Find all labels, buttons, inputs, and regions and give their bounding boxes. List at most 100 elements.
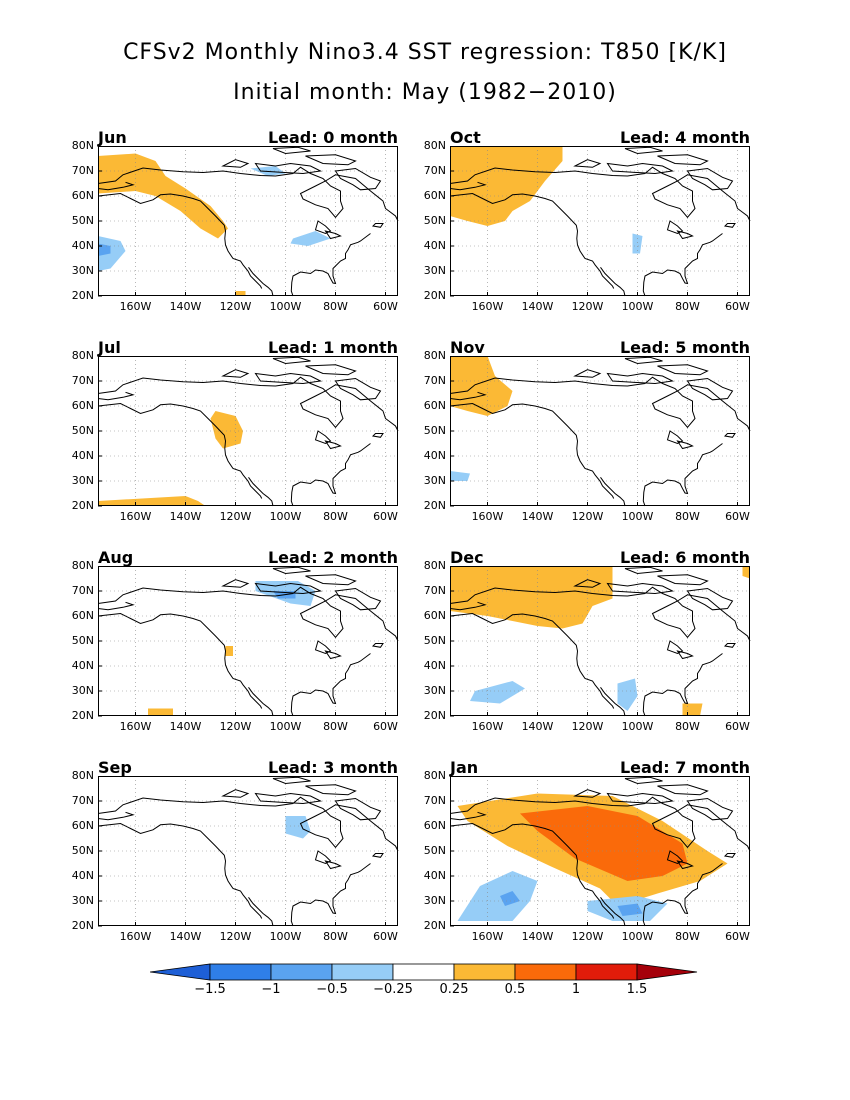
island-outline bbox=[221, 159, 250, 168]
coastline bbox=[600, 267, 626, 297]
lat-tick-label: 50N bbox=[423, 634, 446, 647]
lon-tick-label: 120W bbox=[219, 720, 252, 733]
map-panel-aug: Aug Lead: 2 month 80N 70N 60N 50N 40N 30N 20N 160… bbox=[72, 548, 399, 758]
coastline bbox=[450, 402, 615, 499]
lat-tick-label: 60N bbox=[71, 609, 94, 622]
colorbar-tick-label: 1.5 bbox=[626, 982, 648, 997]
lat-tick-label: 40N bbox=[423, 239, 446, 252]
anomaly-shading bbox=[520, 806, 688, 881]
lon-tick-label: 140W bbox=[169, 930, 202, 943]
figure-title: CFSv2 Monthly Nino3.4 SST regression: T8… bbox=[123, 40, 727, 65]
colorbar-tick-label: 0.5 bbox=[504, 982, 526, 997]
island-outline bbox=[573, 369, 602, 378]
map-frame bbox=[98, 776, 398, 926]
lat-tick-label: 60N bbox=[423, 819, 446, 832]
colorbar-max-arrow bbox=[636, 963, 698, 981]
map-frame bbox=[450, 566, 750, 716]
colorbar-tick-label: −0.5 bbox=[316, 982, 348, 997]
lat-tick-label: 20N bbox=[423, 919, 446, 932]
lat-tick-label: 40N bbox=[71, 869, 94, 882]
anomaly-shading bbox=[457, 871, 538, 921]
lat-tick-label: 20N bbox=[71, 289, 94, 302]
island-outline bbox=[334, 377, 382, 401]
island-outline bbox=[666, 430, 684, 445]
island-outline bbox=[272, 776, 311, 785]
map-panel-oct: Oct Lead: 4 month 80N 70N 60N 50N 40N 30N 20N 160… bbox=[424, 128, 751, 338]
lat-tick-label: 80N bbox=[423, 769, 446, 782]
colorbar-segment bbox=[575, 963, 638, 981]
lon-tick-label: 160W bbox=[471, 720, 504, 733]
lat-tick-label: 60N bbox=[71, 189, 94, 202]
panel-month-label: Sep bbox=[98, 758, 132, 777]
lon-tick-label: 60W bbox=[725, 300, 750, 313]
map-frame bbox=[98, 566, 398, 716]
lon-tick-label: 160W bbox=[471, 930, 504, 943]
lat-tick-label: 70N bbox=[71, 584, 94, 597]
island-outline bbox=[305, 784, 357, 796]
coastline bbox=[642, 443, 723, 507]
lat-tick-label: 70N bbox=[423, 584, 446, 597]
lat-tick-label: 50N bbox=[71, 844, 94, 857]
map-panel-jun: Jun Lead: 0 month 80N 70N 60N 50N 40N 30N 20N 160… bbox=[72, 128, 399, 338]
lon-tick-label: 100W bbox=[269, 510, 302, 523]
anomaly-shading bbox=[742, 566, 750, 579]
island-outline bbox=[723, 643, 736, 648]
panel-month-label: Nov bbox=[450, 338, 485, 357]
island-outline bbox=[676, 860, 694, 870]
coastline bbox=[642, 233, 723, 297]
lon-tick-label: 80W bbox=[675, 720, 700, 733]
lat-tick-label: 30N bbox=[423, 894, 446, 907]
panel-lead-label: Lead: 6 month bbox=[619, 548, 750, 567]
map-plot bbox=[450, 566, 751, 717]
island-outline bbox=[657, 784, 709, 796]
panel-lead-label: Lead: 4 month bbox=[619, 128, 750, 147]
coastline bbox=[98, 192, 263, 289]
anomaly-shading bbox=[148, 708, 173, 716]
map-panel-jul: Jul Lead: 1 month 80N 70N 60N 50N 40N 30N 20N 160… bbox=[72, 338, 399, 548]
lat-tick-label: 20N bbox=[71, 499, 94, 512]
island-outline bbox=[324, 650, 342, 660]
map-plot bbox=[98, 356, 399, 507]
anomaly-shading bbox=[617, 903, 643, 916]
coastline bbox=[450, 391, 487, 401]
island-outline bbox=[371, 433, 384, 438]
island-outline bbox=[723, 433, 736, 438]
lat-tick-label: 80N bbox=[71, 349, 94, 362]
coastline bbox=[290, 233, 371, 297]
map-frame bbox=[450, 776, 750, 926]
lon-tick-label: 160W bbox=[119, 720, 152, 733]
lat-tick-label: 80N bbox=[71, 559, 94, 572]
lat-tick-label: 80N bbox=[71, 769, 94, 782]
panel-month-label: Oct bbox=[450, 128, 481, 147]
lat-tick-label: 30N bbox=[423, 684, 446, 697]
lon-tick-label: 60W bbox=[725, 720, 750, 733]
anomaly-shading bbox=[235, 291, 246, 296]
island-outline bbox=[314, 850, 332, 865]
lat-tick-label: 70N bbox=[71, 794, 94, 807]
anomaly-shading bbox=[617, 678, 638, 711]
anomaly-shading bbox=[210, 411, 243, 449]
lon-tick-label: 100W bbox=[621, 300, 654, 313]
lat-tick-label: 60N bbox=[423, 189, 446, 202]
lon-tick-label: 80W bbox=[323, 720, 348, 733]
map-plot bbox=[98, 776, 399, 927]
anomaly-shading bbox=[98, 243, 111, 256]
lat-tick-label: 20N bbox=[423, 499, 446, 512]
lat-tick-label: 70N bbox=[423, 374, 446, 387]
colorbar-segment bbox=[514, 963, 577, 981]
anomaly-shading bbox=[682, 703, 703, 716]
lon-tick-label: 140W bbox=[521, 720, 554, 733]
coastline bbox=[290, 443, 371, 507]
coastline bbox=[450, 811, 487, 821]
colorbar-tick-label: 1 bbox=[571, 982, 581, 997]
lon-tick-label: 160W bbox=[471, 300, 504, 313]
coastline bbox=[248, 477, 274, 507]
anomaly-shading bbox=[290, 231, 331, 246]
coastline bbox=[98, 181, 135, 191]
lon-tick-label: 140W bbox=[521, 300, 554, 313]
colorbar-segment bbox=[209, 963, 272, 981]
island-outline bbox=[334, 797, 382, 821]
lon-tick-label: 60W bbox=[725, 510, 750, 523]
island-outline bbox=[334, 587, 382, 611]
lat-tick-label: 80N bbox=[423, 139, 446, 152]
